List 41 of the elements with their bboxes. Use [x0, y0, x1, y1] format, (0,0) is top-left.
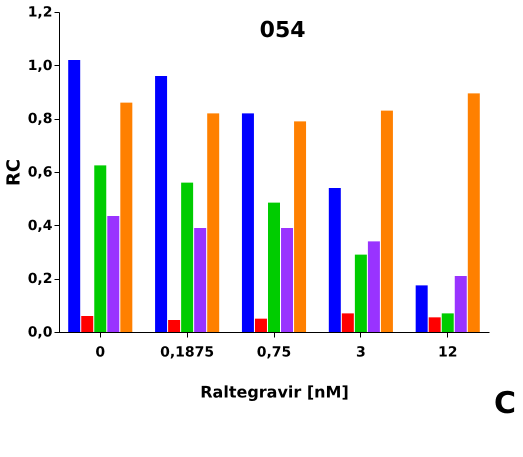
bar [207, 113, 220, 332]
x-tick-label: 12 [438, 344, 458, 360]
y-tick-label: 1,0 [28, 58, 53, 74]
bar [368, 241, 380, 332]
bar [181, 182, 194, 332]
bar [168, 320, 180, 332]
chart-title: 054 [260, 18, 306, 43]
x-axis-title: Raltegravir [nM] [200, 382, 349, 402]
bar [68, 60, 80, 332]
bar [354, 254, 367, 332]
x-tick-label: 0,75 [256, 344, 292, 360]
y-tick-label: 0,4 [28, 218, 53, 234]
bar [281, 228, 294, 332]
bar [107, 216, 120, 332]
y-tick-label: 0,0 [28, 324, 53, 340]
bar [81, 316, 94, 332]
y-tick-label: 1,2 [28, 4, 52, 20]
y-tick-label: 0,2 [28, 271, 52, 288]
x-tick-label: 3 [356, 344, 366, 360]
bar [242, 113, 254, 332]
x-tick-label: 0 [95, 344, 106, 360]
text: C [494, 386, 516, 421]
bar [380, 110, 393, 332]
bar [268, 202, 280, 332]
y-axis-title: RC [4, 158, 25, 186]
y-tick-label: 0,6 [28, 164, 52, 180]
bar [442, 313, 454, 332]
bar [328, 188, 341, 332]
bar [294, 121, 306, 332]
x-tick-label: 0,1875 [160, 344, 214, 360]
bar [428, 317, 441, 332]
bar [155, 76, 168, 332]
bar [254, 318, 267, 332]
bar [94, 165, 106, 332]
bar [454, 276, 467, 332]
bar [416, 285, 428, 332]
bar [194, 228, 206, 332]
bar [342, 313, 354, 332]
bar [120, 102, 132, 332]
y-tick-label: 0,8 [28, 111, 52, 128]
bar [468, 93, 480, 332]
